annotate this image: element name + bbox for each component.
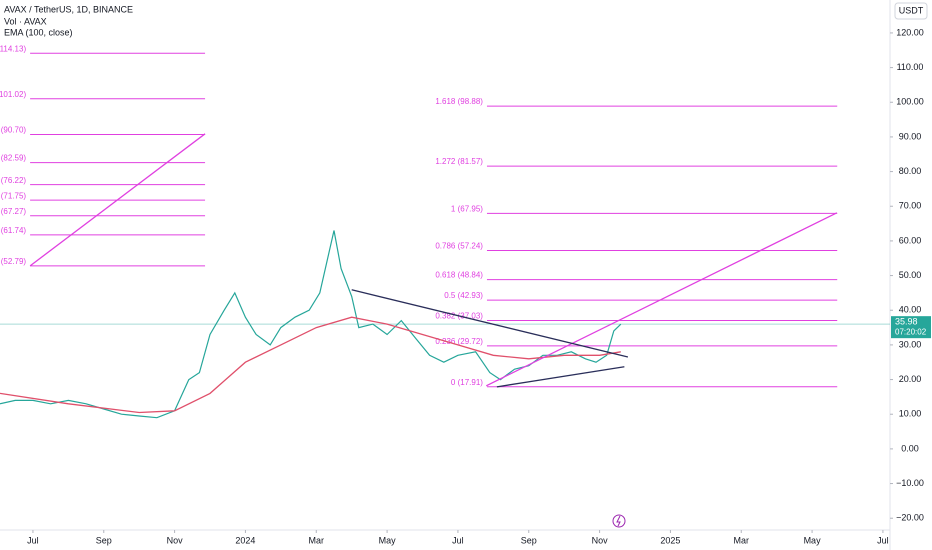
x-tick-label: Sep [521, 535, 537, 545]
fib-label: 1 (90.70) [0, 126, 26, 135]
y-tick-label: 120.00 [896, 27, 924, 37]
fib-label: 0.618 (48.84) [435, 271, 483, 280]
y-tick-label: −20.00 [896, 513, 924, 523]
trendline [496, 366, 625, 388]
y-tick-label: 70.00 [899, 201, 922, 211]
last-price-box [891, 316, 931, 339]
subtitle: EMA (100, close) [4, 27, 73, 37]
y-tick-label: −10.00 [896, 478, 924, 488]
flash-icon[interactable] [612, 514, 626, 528]
price-line [0, 316, 621, 414]
fib-label: 5 (71.75) [0, 191, 26, 200]
subtitle: Vol · AVAX [4, 16, 47, 26]
fib-label: 0.786 (57.24) [435, 242, 483, 251]
y-tick-label: 20.00 [899, 374, 922, 384]
currency-box[interactable] [894, 2, 928, 20]
fib-label: 8 (76.22) [0, 176, 26, 185]
x-tick-label: Jul [877, 535, 889, 545]
x-tick-label: Jul [452, 535, 464, 545]
y-tick-label: 30.00 [899, 339, 922, 349]
y-tick-label: 40.00 [899, 305, 922, 315]
fib-label: 0.5 (42.93) [444, 291, 483, 300]
currency: USDT [899, 5, 924, 15]
x-tick-label: Mar [309, 535, 325, 545]
fib-label: 5 (82.59) [0, 154, 26, 163]
x-tick-label: May [804, 535, 822, 545]
y-tick-label: 60.00 [899, 235, 922, 245]
chart-title: AVAX / TetherUS, 1D, BINANCE [4, 4, 133, 14]
fib-label: (114.13) [0, 44, 26, 53]
x-tick-label: Nov [167, 535, 184, 545]
y-tick-label: 0.00 [901, 443, 919, 453]
fib-label: 1 (67.95) [451, 204, 483, 213]
fib-label: 5 (61.74) [0, 226, 26, 235]
fib-label: 0 (52.79) [0, 257, 26, 266]
fib-label: (101.02) [0, 90, 26, 99]
trendline [485, 212, 838, 387]
y-tick-label: 110.00 [897, 62, 924, 72]
x-tick-label: May [379, 535, 397, 545]
y-tick-label: 50.00 [899, 270, 922, 280]
x-tick-label: Sep [96, 535, 112, 545]
fib-label: 1.272 (81.57) [435, 157, 483, 166]
trendline [351, 289, 629, 358]
x-tick-label: Mar [734, 535, 750, 545]
x-tick-label: 2024 [235, 535, 255, 545]
y-tick-label: 10.00 [899, 409, 922, 419]
y-tick-label: 90.00 [899, 131, 922, 141]
x-tick-label: Nov [592, 535, 609, 545]
trendline [29, 133, 206, 267]
fib-label: 1.618 (98.88) [435, 97, 483, 106]
y-tick-label: 80.00 [899, 166, 922, 176]
x-tick-label: 2025 [660, 535, 680, 545]
countdown-label: 07:20:02 [895, 327, 927, 336]
last-price-label: 35.98 [895, 317, 918, 327]
fib-label: 0 (17.91) [451, 378, 483, 387]
fib-label: 2 (67.27) [0, 207, 26, 216]
y-tick-label: 100.00 [896, 97, 924, 107]
fib-label: 0.236 (29.72) [435, 337, 483, 346]
x-tick-label: Jul [27, 535, 39, 545]
